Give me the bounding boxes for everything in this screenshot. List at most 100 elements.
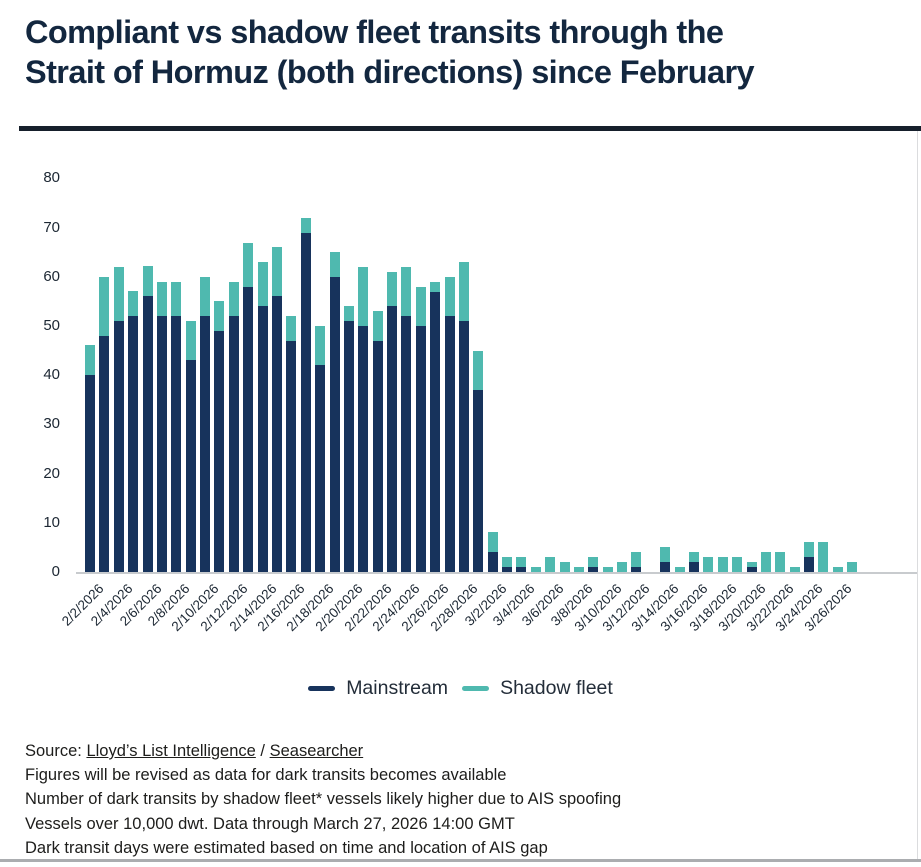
- title-divider: [19, 126, 921, 131]
- bar-segment-shadow-fleet: [171, 282, 182, 316]
- bar-segment-shadow-fleet: [228, 282, 239, 316]
- legend-label: Mainstream: [346, 677, 449, 699]
- bar-segment-shadow-fleet: [573, 567, 584, 572]
- bar-segment-mainstream: [430, 292, 441, 572]
- bar-segment-shadow-fleet: [502, 557, 512, 567]
- page-title-line-1: Compliant vs shadow fleet transits throu…: [25, 14, 724, 50]
- bar-segment-shadow-fleet: [444, 277, 455, 316]
- bar-segment-shadow-fleet: [156, 282, 167, 316]
- chart-legend: Mainstream Shadow fleet: [0, 677, 921, 700]
- source-separator: /: [255, 742, 270, 760]
- bar-segment-shadow-fleet: [271, 247, 282, 296]
- bar-segment-mainstream: [214, 331, 225, 572]
- bar-segment-mainstream: [660, 562, 671, 572]
- bar-segment-shadow-fleet: [818, 542, 829, 572]
- bar-segment-shadow-fleet: [257, 262, 268, 306]
- bar-segment-shadow-fleet: [200, 277, 210, 316]
- y-tick-label: 10: [43, 513, 60, 531]
- bar-segment-shadow-fleet: [85, 345, 95, 375]
- y-tick-label: 0: [51, 563, 60, 580]
- bar-segment-shadow-fleet: [99, 277, 110, 336]
- bar-segment-shadow-fleet: [732, 557, 743, 572]
- right-edge-line: [917, 131, 918, 860]
- bar-segment-shadow-fleet: [315, 326, 326, 365]
- bar-segment-shadow-fleet: [689, 552, 699, 562]
- bar-segment-shadow-fleet: [746, 562, 757, 567]
- x-axis-line: [76, 572, 918, 574]
- bar-segment-shadow-fleet: [343, 306, 354, 321]
- legend-dash-icon: [462, 686, 490, 691]
- bar-segment-shadow-fleet: [775, 552, 786, 572]
- bar-segment-mainstream: [99, 336, 110, 572]
- bar-segment-mainstream: [142, 296, 153, 572]
- bar-segment-shadow-fleet: [804, 542, 814, 557]
- bar-segment-mainstream: [156, 316, 167, 572]
- bar-segment-shadow-fleet: [142, 266, 153, 296]
- bar-segment-shadow-fleet: [703, 557, 714, 572]
- bottom-divider: [0, 859, 921, 862]
- bar-segment-shadow-fleet: [401, 267, 412, 316]
- page-title: Compliant vs shadow fleet transits throu…: [25, 12, 885, 92]
- legend-item-shadow-fleet: Shadow fleet: [462, 677, 613, 700]
- bar-segment-shadow-fleet: [387, 272, 397, 306]
- bar-segment-shadow-fleet: [530, 567, 541, 572]
- bar-segment-shadow-fleet: [415, 287, 426, 326]
- footnotes: Source: Lloyd’s List Intelligence / Seas…: [25, 739, 885, 860]
- bar-segment-shadow-fleet: [185, 321, 196, 360]
- bar-segment-shadow-fleet: [832, 567, 843, 572]
- bar-segment-shadow-fleet: [760, 552, 771, 572]
- bar-segment-mainstream: [85, 375, 95, 572]
- bar-segment-shadow-fleet: [660, 547, 671, 562]
- bar-segment-mainstream: [243, 287, 254, 572]
- footnote-line: Vessels over 10,000 dwt. Data through Ma…: [25, 814, 515, 833]
- bar-segment-mainstream: [128, 316, 139, 572]
- bar-segment-mainstream: [372, 341, 383, 572]
- bar-segment-mainstream: [171, 316, 182, 572]
- bar-segment-shadow-fleet: [329, 252, 340, 277]
- bar-segment-shadow-fleet: [458, 262, 469, 321]
- page-title-line-2: Strait of Hormuz (both directions) since…: [25, 54, 755, 90]
- bar-segment-mainstream: [228, 316, 239, 572]
- footnote-line: Figures will be revised as data for dark…: [25, 766, 507, 785]
- bar-segment-shadow-fleet: [602, 567, 613, 572]
- bar-segment-shadow-fleet: [717, 557, 728, 572]
- bar-segment-mainstream: [516, 567, 527, 572]
- bar-segment-mainstream: [343, 321, 354, 572]
- bar-segment-mainstream: [185, 360, 196, 572]
- bar-segment-mainstream: [588, 567, 599, 572]
- y-tick-label: 40: [43, 366, 60, 384]
- bar-segment-mainstream: [315, 365, 326, 572]
- y-tick-label: 60: [43, 267, 60, 285]
- bar-segment-shadow-fleet: [430, 282, 441, 292]
- bar-segment-mainstream: [458, 321, 469, 572]
- bar-segment-mainstream: [286, 341, 297, 572]
- source-prefix: Source:: [25, 742, 87, 760]
- bar-segment-shadow-fleet: [113, 267, 124, 321]
- y-tick-label: 70: [43, 218, 60, 236]
- footnote-line: Dark transit days were estimated based o…: [25, 838, 548, 857]
- bar-segment-mainstream: [804, 557, 814, 572]
- bar-segment-shadow-fleet: [128, 291, 139, 316]
- bar-segment-shadow-fleet: [300, 218, 311, 233]
- bar-segment-mainstream: [444, 316, 455, 572]
- legend-dash-icon: [308, 686, 336, 691]
- source-link-seasearcher[interactable]: Seasearcher: [269, 742, 364, 760]
- source-line: Source: Lloyd’s List Intelligence / Seas…: [25, 739, 885, 763]
- y-tick-label: 50: [43, 317, 60, 334]
- bar-segment-shadow-fleet: [358, 267, 369, 326]
- bar-segment-mainstream: [689, 562, 699, 572]
- bar-segment-shadow-fleet: [847, 562, 858, 572]
- bar-segment-mainstream: [113, 321, 124, 572]
- y-tick-label: 20: [43, 464, 60, 482]
- y-tick-label: 30: [43, 415, 60, 433]
- bar-segment-mainstream: [415, 326, 426, 572]
- legend-label: Shadow fleet: [500, 677, 613, 699]
- footnote-line: Number of dark transits by shadow fleet*…: [25, 790, 622, 809]
- bar-segment-shadow-fleet: [487, 532, 498, 552]
- legend-item-mainstream: Mainstream: [308, 677, 448, 700]
- bar-segment-mainstream: [473, 390, 484, 572]
- bar-segment-mainstream: [746, 567, 757, 572]
- source-link-lloyds-list-intelligence[interactable]: Lloyd’s List Intelligence: [86, 742, 256, 760]
- transits-stacked-bar-chart: 0 10 20 30 40 50 60 70 80 2/2/2026 2/4/2026 2/6/202…: [43, 169, 918, 634]
